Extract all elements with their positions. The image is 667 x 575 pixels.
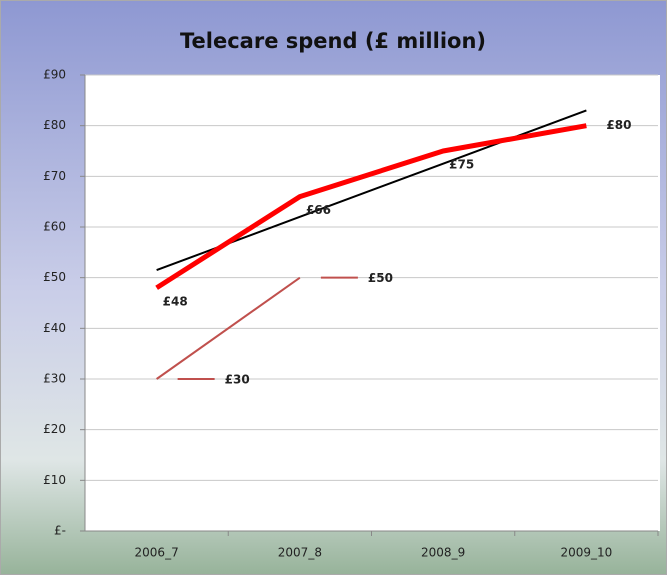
y-tick-label: £50 (43, 270, 66, 284)
y-tick-label: £40 (43, 321, 66, 335)
y-tick-label: £90 (43, 68, 66, 82)
y-tick-label: £80 (43, 118, 66, 132)
data-label: £50 (368, 271, 393, 285)
data-label: £80 (606, 118, 631, 132)
line (156, 276, 301, 380)
y-tick-label: £- (54, 524, 66, 538)
x-tick-label: 2007_8 (278, 546, 322, 560)
y-tick-label: £20 (43, 422, 66, 436)
y-tick-label: £70 (43, 169, 66, 183)
y-tick-label: £30 (43, 372, 66, 386)
x-tick-label: 2009_10 (560, 546, 612, 560)
plot-area (85, 75, 660, 531)
y-tick-label: £10 (43, 473, 66, 487)
y-tick-label: £60 (43, 220, 66, 234)
chart-title: Telecare spend (£ million) (180, 29, 486, 53)
x-tick-label: 2006_7 (135, 546, 179, 560)
x-tick-label: 2008_9 (421, 546, 465, 560)
data-label: £75 (449, 158, 474, 172)
data-label: £30 (225, 373, 250, 387)
line (155, 123, 587, 290)
data-label: £48 (163, 294, 188, 308)
data-label: £66 (306, 203, 331, 217)
